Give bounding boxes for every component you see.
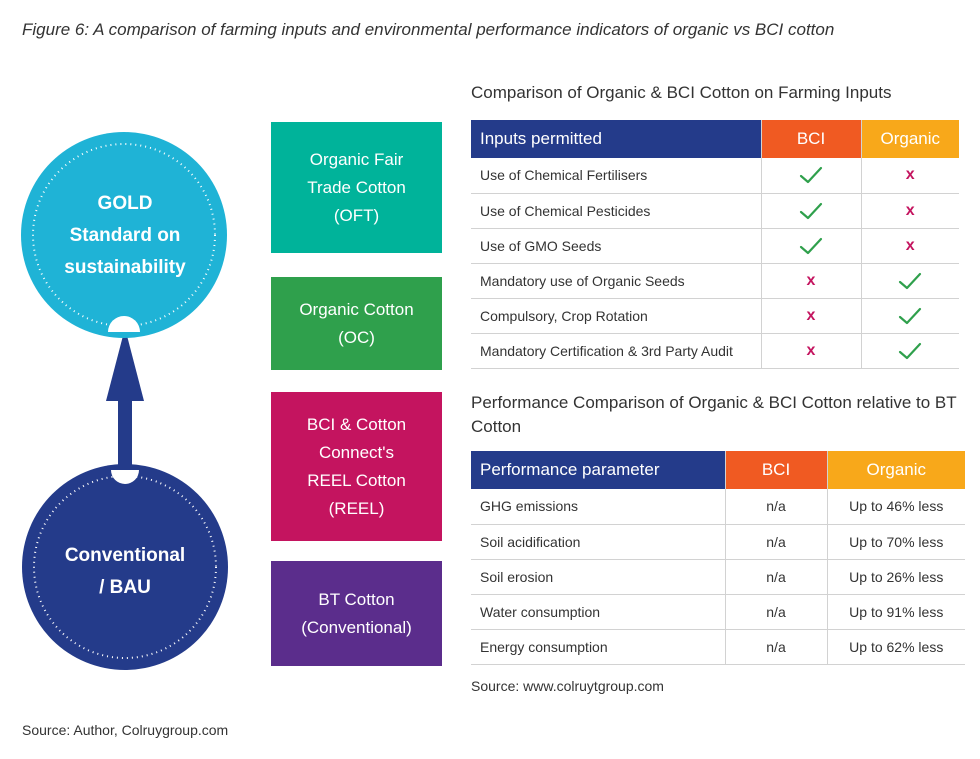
performance-table-header-row: Performance parameter BCI Organic bbox=[471, 451, 965, 489]
organic-cell-cross: x bbox=[860, 158, 959, 194]
parameter-label: Soil acidification bbox=[471, 524, 725, 560]
gold-standard-label: GOLD Standard on sustainability bbox=[64, 193, 186, 278]
bci-cell-check bbox=[760, 228, 861, 264]
arrow-head bbox=[106, 328, 144, 401]
column-header-bci: BCI bbox=[760, 120, 861, 158]
inputs-table-heading: Comparison of Organic & BCI Cotton on Fa… bbox=[471, 83, 892, 102]
figure-source: Source: Author, Colruygroup.com bbox=[22, 722, 229, 738]
column-header-organic: Organic bbox=[826, 451, 965, 489]
input-label: Use of GMO Seeds bbox=[471, 228, 761, 264]
category-box-reel: BCI & Cotton Connect's REEL Cotton (REEL… bbox=[271, 392, 442, 541]
organic-cell-check bbox=[860, 298, 959, 334]
inputs-table: Inputs permitted BCI Organic Use of Chem… bbox=[471, 120, 959, 369]
table-source: Source: www.colruytgroup.com bbox=[471, 678, 664, 694]
arrow-shaft-top bbox=[118, 440, 132, 470]
input-label: Use of Chemical Pesticides bbox=[471, 193, 761, 229]
bci-value: n/a bbox=[724, 524, 827, 560]
bci-value: n/a bbox=[724, 559, 827, 595]
performance-table-heading: Performance Comparison of Organic & BCI … bbox=[471, 393, 957, 436]
category-box-oc: Organic Cotton (OC) bbox=[271, 277, 442, 370]
check-icon bbox=[899, 307, 922, 324]
table-row: Energy consumption n/a Up to 62% less bbox=[471, 629, 965, 665]
conventional-label: Conventional / BAU bbox=[64, 545, 186, 598]
table-row: GHG emissions n/a Up to 46% less bbox=[471, 489, 965, 525]
column-header-organic: Organic bbox=[860, 120, 959, 158]
column-header-bci: BCI bbox=[724, 451, 827, 489]
input-label: Compulsory, Crop Rotation bbox=[471, 298, 761, 334]
organic-cell-check bbox=[860, 263, 959, 299]
organic-value: Up to 46% less bbox=[826, 489, 965, 525]
input-label: Mandatory use of Organic Seeds bbox=[471, 263, 761, 299]
conventional-circle-dotted-ring bbox=[33, 475, 217, 659]
input-label: Use of Chemical Fertilisers bbox=[471, 158, 761, 194]
table-row: Compulsory, Crop Rotation x bbox=[471, 298, 959, 334]
bci-value: n/a bbox=[724, 594, 827, 630]
performance-table: Performance parameter BCI Organic GHG em… bbox=[471, 451, 965, 665]
check-icon bbox=[899, 342, 922, 359]
gold-circle-dotted-ring bbox=[32, 143, 216, 327]
check-icon bbox=[799, 237, 823, 254]
bci-cell-cross: x bbox=[760, 298, 861, 334]
check-icon bbox=[799, 167, 823, 184]
cross-icon: x bbox=[905, 236, 915, 254]
organic-cell-check bbox=[860, 333, 959, 369]
bci-cell-check bbox=[760, 193, 861, 229]
column-header-inputs: Inputs permitted bbox=[471, 120, 761, 158]
organic-cell-cross: x bbox=[860, 193, 959, 229]
parameter-label: GHG emissions bbox=[471, 489, 725, 525]
bci-cell-check bbox=[760, 158, 861, 194]
organic-value: Up to 62% less bbox=[826, 629, 965, 665]
conventional-circle bbox=[22, 464, 228, 670]
bci-value: n/a bbox=[724, 629, 827, 665]
cross-icon: x bbox=[905, 201, 915, 219]
organic-value: Up to 26% less bbox=[826, 559, 965, 595]
parameter-label: Water consumption bbox=[471, 594, 725, 630]
table-row: Soil acidification n/a Up to 70% less bbox=[471, 524, 965, 560]
organic-value: Up to 91% less bbox=[826, 594, 965, 630]
bci-value: n/a bbox=[724, 489, 827, 525]
inputs-table-header-row: Inputs permitted BCI Organic bbox=[471, 120, 959, 158]
table-row: Mandatory Certification & 3rd Party Audi… bbox=[471, 333, 959, 369]
input-label: Mandatory Certification & 3rd Party Audi… bbox=[471, 333, 761, 369]
table-row: Use of GMO Seeds x bbox=[471, 228, 959, 264]
gold-circle-notch bbox=[108, 316, 140, 332]
bci-cell-cross: x bbox=[760, 263, 861, 299]
parameter-label: Soil erosion bbox=[471, 559, 725, 595]
gold-standard-circle bbox=[21, 132, 227, 338]
cotton-hierarchy-diagram bbox=[21, 132, 228, 670]
table-row: Soil erosion n/a Up to 26% less bbox=[471, 559, 965, 595]
conventional-circle-notch bbox=[111, 470, 139, 484]
cross-icon: x bbox=[806, 341, 816, 359]
table-row: Use of Chemical Pesticides x bbox=[471, 193, 959, 229]
table-row: Water consumption n/a Up to 91% less bbox=[471, 594, 965, 630]
cross-icon: x bbox=[806, 271, 816, 289]
column-header-parameter: Performance parameter bbox=[471, 451, 725, 489]
check-icon bbox=[799, 202, 823, 219]
organic-cell-cross: x bbox=[860, 228, 959, 264]
category-box-bt: BT Cotton (Conventional) bbox=[271, 561, 442, 666]
table-row: Use of Chemical Fertilisers x bbox=[471, 158, 959, 194]
check-icon bbox=[899, 272, 922, 289]
cross-icon: x bbox=[806, 306, 816, 324]
organic-value: Up to 70% less bbox=[826, 524, 965, 560]
figure-title: Figure 6: A comparison of farming inputs… bbox=[22, 20, 835, 39]
parameter-label: Energy consumption bbox=[471, 629, 725, 665]
category-box-oft: Organic Fair Trade Cotton (OFT) bbox=[271, 122, 442, 253]
table-row: Mandatory use of Organic Seeds x bbox=[471, 263, 959, 299]
bci-cell-cross: x bbox=[760, 333, 861, 369]
cross-icon: x bbox=[905, 166, 915, 184]
